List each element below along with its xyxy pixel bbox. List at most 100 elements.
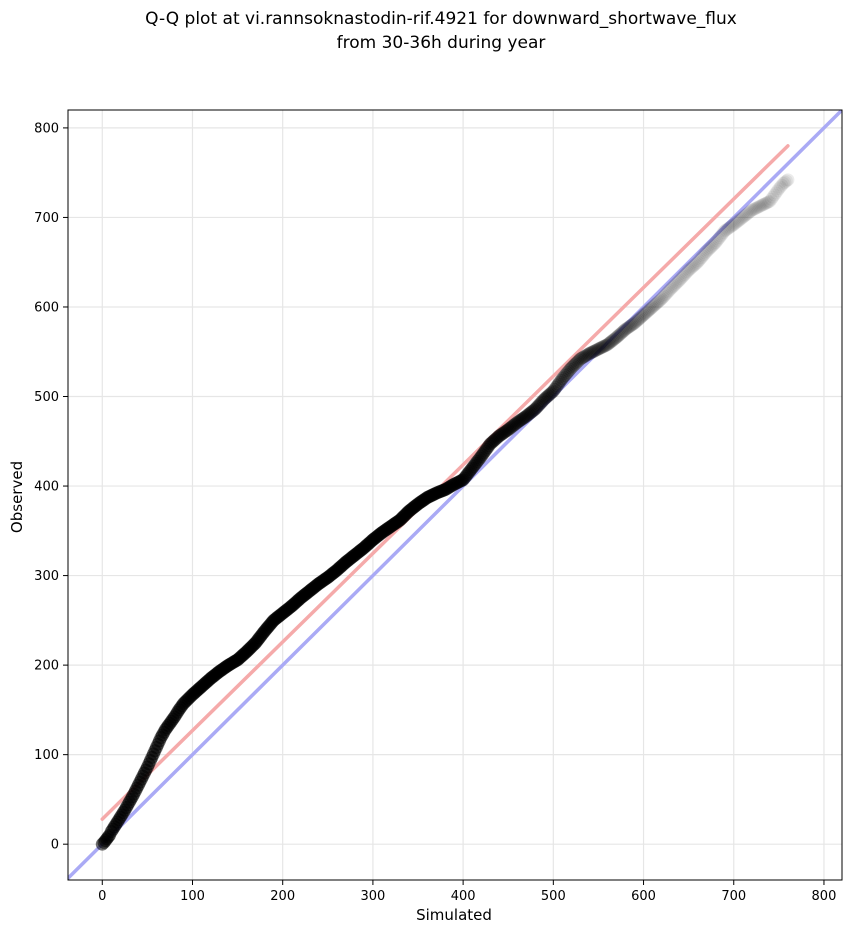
- quantile-point: [695, 251, 709, 265]
- quantile-point: [513, 414, 527, 428]
- quantile-point: [594, 341, 608, 355]
- quantile-point: [464, 463, 478, 477]
- quantile-point: [742, 205, 756, 219]
- quantile-point: [758, 197, 772, 211]
- quantile-point: [606, 333, 620, 347]
- quantile-point: [604, 335, 618, 349]
- quantile-point: [555, 372, 569, 386]
- quantile-point: [460, 468, 474, 482]
- quantile-point: [430, 486, 444, 500]
- quantile-point: [517, 411, 531, 425]
- quantile-point: [731, 215, 745, 229]
- y-tick-label-600: 600: [34, 300, 59, 315]
- quantile-point: [725, 219, 739, 232]
- quantile-point: [711, 232, 725, 246]
- quantile-point: [582, 347, 596, 361]
- quantile-point: [484, 436, 498, 450]
- quantile-point: [433, 485, 447, 499]
- quantile-point: [762, 195, 776, 209]
- quantile-point: [432, 485, 446, 499]
- quantile-point: [754, 199, 768, 213]
- quantile-point: [709, 236, 723, 250]
- quantile-point: [755, 198, 769, 212]
- quantile-point: [441, 481, 455, 495]
- quantile-point: [769, 186, 783, 200]
- quantile-point: [624, 319, 638, 333]
- quantile-point: [479, 442, 493, 456]
- quantile-point: [741, 206, 755, 220]
- quantile-point: [643, 302, 657, 316]
- quantile-point: [656, 291, 670, 305]
- quantile-point: [638, 307, 652, 321]
- quantile-point: [544, 386, 558, 400]
- quantile-point: [660, 286, 674, 300]
- quantile-point: [698, 246, 712, 260]
- quantile-point: [680, 265, 694, 279]
- x-axis-ticks: 0 100 200 300 400 500 600 700 800: [98, 880, 836, 904]
- quantile-point: [612, 328, 626, 342]
- y-tick-label-300: 300: [34, 569, 59, 584]
- quantile-point: [737, 209, 751, 223]
- quantile-point: [443, 480, 457, 494]
- quantile-point: [470, 454, 484, 468]
- quantile-point: [613, 327, 627, 341]
- plot-frame: [67, 109, 843, 881]
- quantile-point: [603, 336, 617, 350]
- quantile-point: [715, 227, 729, 241]
- quantile-point: [653, 293, 667, 307]
- quantile-point: [584, 346, 598, 360]
- quantile-point: [469, 456, 483, 470]
- quantile-point: [611, 329, 625, 343]
- y-tick-label-800: 800: [34, 121, 59, 136]
- quantile-point: [666, 280, 680, 294]
- quantile-point: [439, 482, 453, 496]
- quantile-point: [682, 263, 696, 277]
- y-tick-label-100: 100: [34, 748, 59, 763]
- quantile-point: [664, 282, 678, 296]
- quantile-point: [688, 258, 702, 272]
- quantile-point: [576, 350, 590, 364]
- quantile-point: [671, 274, 685, 288]
- quantile-point: [468, 458, 482, 472]
- quantile-point: [631, 313, 645, 327]
- quantile-point: [570, 356, 584, 370]
- quantile-point: [676, 269, 690, 283]
- quantile-point: [533, 396, 547, 410]
- quantile-point: [669, 277, 683, 291]
- quantile-point: [586, 345, 600, 359]
- quantile-point: [486, 435, 500, 449]
- quantile-point: [692, 254, 706, 268]
- chart-title-line-1: Q-Q plot at vi.rannsoknastodin-rif.4921 …: [145, 9, 737, 29]
- quantile-point: [482, 439, 496, 453]
- quantile-point: [635, 309, 649, 323]
- quantile-point: [524, 405, 538, 419]
- quantile-point: [759, 196, 773, 210]
- quantile-point: [508, 418, 522, 432]
- quantile-point: [451, 475, 465, 489]
- quantile-point: [450, 476, 464, 490]
- quantile-point: [503, 422, 517, 436]
- quantile-point: [500, 424, 514, 438]
- quantile-point: [557, 370, 571, 384]
- quantile-point: [487, 434, 501, 448]
- quantile-point: [615, 326, 629, 340]
- quantile-point: [679, 266, 693, 280]
- quantile-point: [509, 417, 523, 430]
- quantile-point: [740, 207, 754, 221]
- quantile-point: [665, 281, 679, 295]
- quantile-point: [598, 339, 612, 353]
- quantile-point: [617, 324, 631, 338]
- quantile-point: [579, 349, 593, 363]
- quantile-point: [701, 243, 715, 257]
- quantile-point: [609, 330, 623, 344]
- quantile-point: [723, 220, 737, 234]
- quantile-point: [478, 444, 492, 458]
- quantile-point: [491, 430, 505, 444]
- quantile-point: [493, 428, 507, 442]
- quantile-point: [683, 262, 697, 276]
- quantile-point: [702, 242, 716, 256]
- quantile-point: [760, 196, 774, 210]
- quantile-point: [727, 218, 741, 232]
- quantile-point: [652, 294, 666, 308]
